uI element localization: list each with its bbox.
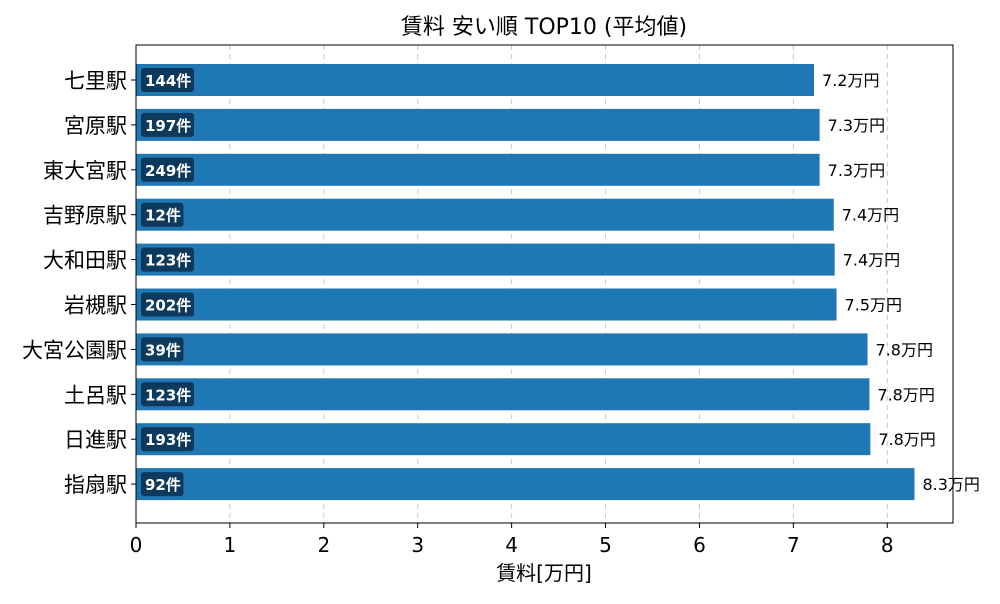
x-axis: 0 1 2 3 4 5 6 7 8	[130, 523, 894, 557]
count-badge	[141, 292, 194, 317]
value-label: 7.3万円	[828, 116, 885, 135]
count-badge	[141, 112, 194, 137]
x-tick-label: 6	[693, 533, 706, 557]
y-tick-label: 土呂駅	[64, 383, 127, 407]
count-badge	[141, 427, 194, 452]
count-label: 202件	[145, 297, 191, 315]
x-tick-label: 4	[505, 533, 518, 557]
bar	[136, 468, 915, 501]
value-label: 7.4万円	[842, 206, 899, 225]
bar	[136, 64, 815, 96]
count-label: 12件	[145, 207, 181, 225]
y-tick-label: 大和田駅	[43, 249, 127, 273]
bar	[136, 108, 820, 141]
count-label: 123件	[145, 386, 191, 404]
x-tick-label: 8	[881, 533, 894, 557]
y-tick-label: 七里駅	[64, 69, 127, 93]
bars-layer	[136, 64, 915, 501]
y-tick-label: 日進駅	[64, 428, 127, 452]
bar	[136, 288, 837, 321]
x-axis-label: 賃料[万円]	[496, 561, 592, 585]
count-label: 197件	[145, 117, 191, 135]
bar	[136, 243, 835, 276]
bar	[136, 153, 820, 186]
count-label: 144件	[145, 72, 191, 90]
y-tick-label: 指扇駅	[64, 473, 127, 497]
count-badge	[141, 472, 184, 497]
count-badge	[141, 382, 194, 407]
chart-title: 賃料 安い順 TOP10 (平均値)	[401, 15, 687, 40]
y-tick-label: 岩槻駅	[64, 294, 127, 318]
y-tick-label: 大宮公園駅	[22, 338, 127, 362]
y-tick-label: 東大宮駅	[43, 159, 127, 183]
count-badge	[141, 202, 184, 227]
count-label: 92件	[145, 476, 181, 494]
value-label: 7.8万円	[878, 430, 935, 449]
bar	[136, 378, 870, 411]
bar	[136, 198, 834, 231]
y-tick-label: 宮原駅	[64, 114, 127, 138]
count-badge	[141, 157, 194, 182]
x-tick-label: 3	[411, 533, 424, 557]
value-label: 7.8万円	[877, 385, 934, 404]
value-label: 7.5万円	[845, 296, 902, 315]
y-tick-label: 吉野原駅	[43, 204, 127, 228]
count-label: 193件	[145, 431, 191, 449]
count-label: 123件	[145, 252, 191, 270]
x-tick-label: 0	[130, 533, 143, 557]
x-tick-label: 2	[317, 533, 330, 557]
labels-layer: 144件 7.2万円 197件 7.3万円 249件 7.3万円 12件 7.4万円 123件 7…	[141, 68, 980, 497]
value-label: 7.3万円	[828, 161, 885, 180]
bar	[136, 423, 871, 456]
value-label: 7.8万円	[876, 340, 933, 359]
count-label: 39件	[145, 341, 181, 359]
bar	[136, 333, 868, 366]
x-tick-label: 5	[599, 533, 612, 557]
count-badge	[141, 247, 194, 272]
value-label: 8.3万円	[922, 475, 979, 494]
count-badge	[141, 337, 184, 362]
x-tick-label: 1	[224, 533, 237, 557]
count-label: 249件	[145, 162, 191, 180]
count-badge	[141, 68, 194, 92]
value-label: 7.4万円	[843, 251, 900, 270]
value-label: 7.2万円	[822, 71, 879, 90]
plot-frame	[135, 44, 954, 524]
x-tick-label: 7	[787, 533, 800, 557]
